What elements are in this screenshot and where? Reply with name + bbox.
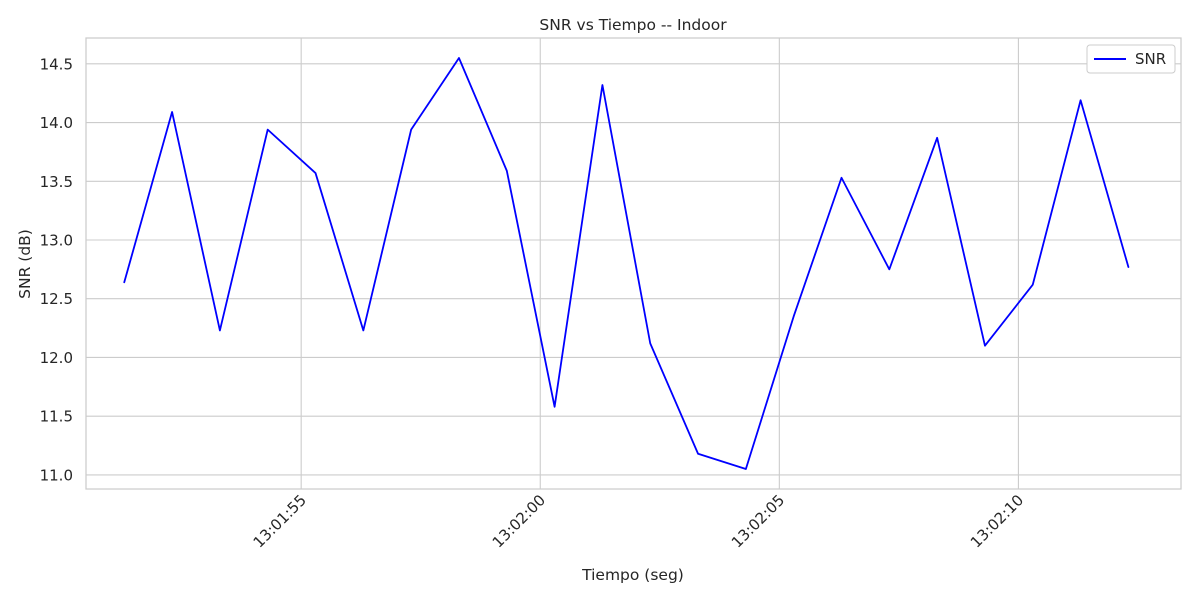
series-line-snr [123, 57, 1130, 470]
legend-label-snr: SNR [1135, 50, 1166, 68]
chart-title: SNR vs Tiempo -- Indoor [539, 16, 727, 34]
x-axis-title: Tiempo (seg) [581, 566, 684, 584]
y-tick-label: 14.0 [40, 114, 73, 132]
y-tick-label: 13.0 [40, 232, 73, 250]
y-tick-label: 13.5 [40, 173, 73, 191]
plot-frame [85, 37, 1182, 490]
y-tick-label: 14.5 [40, 55, 73, 73]
y-tick-label: 12.0 [40, 349, 73, 367]
legend: SNR [1086, 44, 1176, 74]
y-tick-labels: 11.0 11.5 12.0 12.5 13.0 13.5 14.0 14.5 [40, 55, 73, 484]
grid-lines [86, 38, 1181, 489]
series-layer [123, 57, 1130, 470]
y-tick-label: 11.0 [40, 466, 73, 484]
y-tick-label: 12.5 [40, 290, 73, 308]
legend-box [1086, 44, 1176, 74]
y-tick-label: 11.5 [40, 408, 73, 426]
y-axis-title: SNR (dB) [16, 229, 34, 299]
